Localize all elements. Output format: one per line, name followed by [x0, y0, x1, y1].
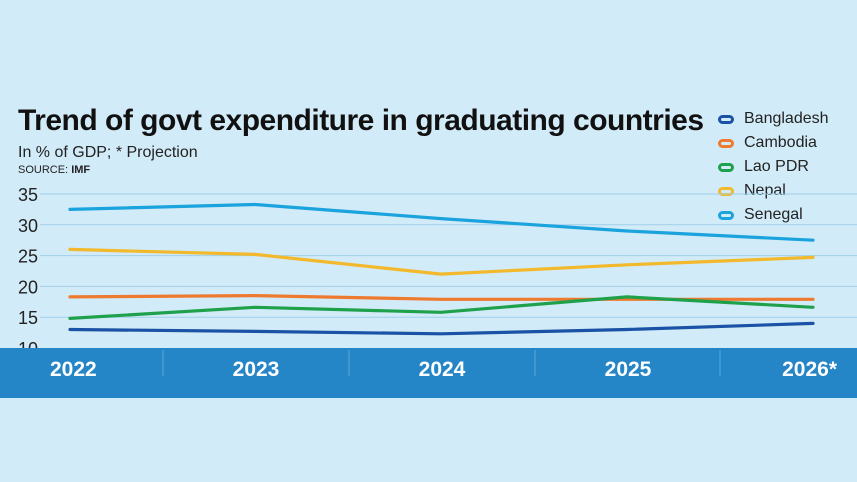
y-tick-label: 25 [18, 247, 38, 267]
y-tick-label: 35 [18, 185, 38, 205]
chart-legend: Bangladesh Cambodia Lao PDR Nepal Senegal [718, 107, 829, 227]
legend-label: Bangladesh [744, 110, 829, 127]
y-tick-label: 30 [18, 216, 38, 236]
legend-swatch [718, 162, 734, 172]
legend-item: Bangladesh [718, 107, 829, 131]
x-tick-label: 2026* [782, 358, 838, 381]
x-tick-label: 2022 [50, 358, 97, 381]
series-line-senegal [68, 202, 815, 242]
x-tick-label: 2025 [605, 358, 652, 381]
legend-label: Lao PDR [744, 158, 809, 175]
legend-label: Nepal [744, 182, 786, 199]
chart-source: SOURCE: IMF [18, 164, 90, 176]
legend-label: Senegal [744, 206, 803, 223]
y-tick-label: 15 [18, 308, 38, 328]
x-tick-label: 2024 [419, 358, 466, 381]
legend-item: Lao PDR [718, 155, 829, 179]
chart-title: Trend of govt expenditure in graduating … [18, 104, 704, 137]
x-tick-label: 2023 [233, 358, 280, 381]
legend-label: Cambodia [744, 134, 817, 151]
source-label: SOURCE: [18, 164, 69, 176]
legend-swatch [718, 138, 734, 148]
legend-item: Senegal [718, 203, 829, 227]
legend-swatch [718, 114, 734, 124]
series-line-lao-pdr [68, 295, 815, 320]
series-line-cambodia [68, 294, 815, 301]
legend-swatch [718, 210, 734, 220]
source-value: IMF [71, 164, 91, 176]
chart-subtitle: In % of GDP; * Projection [18, 144, 198, 161]
series-line-bangladesh [68, 321, 815, 336]
y-tick-label: 20 [18, 277, 38, 297]
x-axis-band [0, 348, 857, 398]
legend-item: Cambodia [718, 131, 829, 155]
series-line-nepal [68, 247, 815, 276]
